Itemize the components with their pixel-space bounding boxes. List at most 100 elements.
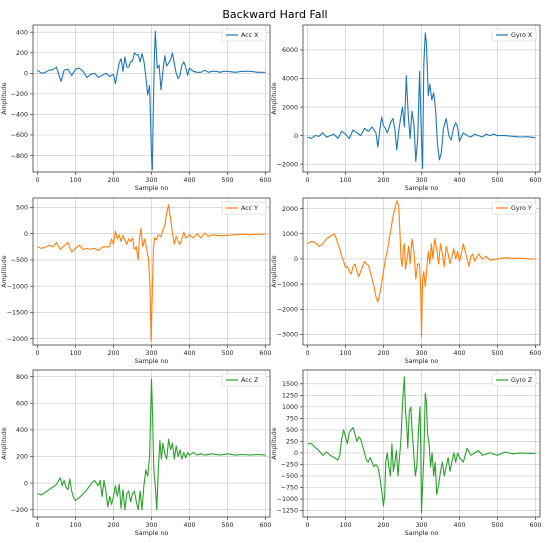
x-tick-label: 100 <box>70 350 82 357</box>
y-tick-label: −200 <box>11 91 28 98</box>
x-tick-label: 400 <box>183 177 195 184</box>
acc-z-panel: 0 100 200 300 400 500 600 800 600 400 200 0 −200 Samp… <box>1 369 271 537</box>
x-tick-label: 0 <box>36 350 40 357</box>
legend-label: Gyro Z <box>511 377 533 384</box>
x-tick-label: 500 <box>221 350 233 357</box>
y-tick-label: −2000 <box>277 306 298 313</box>
plot-frame <box>302 369 541 518</box>
x-tick-label: 400 <box>453 522 465 529</box>
y-tick-label: 200 <box>16 50 28 57</box>
y-tick-label: −1000 <box>277 496 298 503</box>
gyro-z-series-line <box>307 376 536 514</box>
x-axis-label: Sample no <box>405 530 439 537</box>
x-tick-label: 500 <box>491 522 503 529</box>
x-tick-label: 200 <box>108 350 120 357</box>
gyro-y-series-line <box>307 200 536 338</box>
x-tick-label: 400 <box>453 177 465 184</box>
x-tick-label: 100 <box>340 522 352 529</box>
y-tick-label: 800 <box>16 374 28 381</box>
x-tick-label: 400 <box>183 522 195 529</box>
gyro-y-panel: 0 100 200 300 400 500 600 2000 1000 0 −1000 −2000 −3… <box>271 197 541 365</box>
x-tick-label: 200 <box>108 522 120 529</box>
y-tick-label: −750 <box>281 485 298 492</box>
y-axis-label: Amplitude <box>271 255 278 287</box>
x-tick-label: 600 <box>529 350 541 357</box>
x-axis-label: Sample no <box>135 185 169 192</box>
acc-x-panel: 0 100 200 300 400 500 600 400 200 0 −200 −400 −600 −8… <box>1 24 271 192</box>
y-tick-label: 6000 <box>282 47 298 54</box>
x-tick-label: 0 <box>306 177 310 184</box>
y-tick-label: −250 <box>281 462 298 469</box>
legend-box <box>221 201 267 215</box>
y-tick-label: 4000 <box>282 76 298 83</box>
x-tick-label: 300 <box>415 350 427 357</box>
figure-title: Backward Hard Fall <box>222 8 327 21</box>
y-tick-label: 400 <box>16 29 28 36</box>
x-tick-label: 100 <box>70 522 82 529</box>
x-axis-label: Sample no <box>405 185 439 192</box>
y-tick-label: 400 <box>16 427 28 434</box>
y-tick-label: 2000 <box>282 206 298 213</box>
x-axis-label: Sample no <box>405 358 439 365</box>
y-tick-label: −500 <box>281 473 298 480</box>
x-tick-label: 300 <box>415 522 427 529</box>
x-tick-label: 500 <box>491 350 503 357</box>
y-tick-label: 0 <box>294 256 298 263</box>
x-tick-label: 0 <box>306 522 310 529</box>
y-tick-label: −1250 <box>277 508 298 515</box>
y-axis-label: Amplitude <box>271 427 278 459</box>
acc-x-series-line <box>37 30 266 171</box>
y-tick-label: −1000 <box>277 281 298 288</box>
y-tick-label: −1500 <box>7 310 28 317</box>
x-tick-label: 400 <box>453 350 465 357</box>
x-tick-label: 100 <box>70 177 82 184</box>
legend-box <box>221 373 267 387</box>
x-axis-label: Sample no <box>135 358 169 365</box>
x-tick-label: 200 <box>378 522 390 529</box>
acc-z-series-line <box>37 378 266 511</box>
y-tick-label: 0 <box>24 231 28 238</box>
y-tick-label: 0 <box>24 480 28 487</box>
acc-y-series-line <box>37 204 266 342</box>
y-tick-label: 0 <box>294 133 298 140</box>
legend-label: Acc Y <box>241 205 258 212</box>
y-tick-label: 1000 <box>282 404 298 411</box>
y-tick-label: −3000 <box>277 332 298 339</box>
plot-frame <box>302 197 541 346</box>
y-tick-label: −2000 <box>277 161 298 168</box>
x-tick-label: 600 <box>259 350 271 357</box>
y-tick-label: 0 <box>294 450 298 457</box>
x-tick-label: 500 <box>221 522 233 529</box>
y-axis-label: Amplitude <box>1 82 8 114</box>
plot-frame <box>32 24 271 173</box>
x-tick-label: 300 <box>415 177 427 184</box>
gyro-x-series-line <box>307 32 536 169</box>
y-axis-label: Amplitude <box>271 82 278 114</box>
y-axis-label: Amplitude <box>1 255 8 287</box>
acc-y-panel: 0 100 200 300 400 500 600 500 0 −500 −1000 −1500 −20… <box>1 197 271 365</box>
legend-label: Acc Z <box>241 377 259 384</box>
gyro-z-panel: 0 100 200 300 400 500 600 1500 1250 1000 750 500 250… <box>271 369 541 537</box>
x-tick-label: 600 <box>259 177 271 184</box>
x-tick-label: 300 <box>145 177 157 184</box>
x-tick-label: 500 <box>221 177 233 184</box>
legend-label: Gyro X <box>511 32 533 39</box>
plot-frame <box>32 197 271 346</box>
legend-box <box>491 373 537 387</box>
y-tick-label: −2000 <box>7 336 28 343</box>
y-tick-label: 600 <box>16 400 28 407</box>
legend-label: Gyro Y <box>511 205 532 212</box>
legend-box <box>491 28 537 42</box>
x-tick-label: 400 <box>183 350 195 357</box>
y-tick-label: 2000 <box>282 104 298 111</box>
y-tick-label: −1000 <box>7 283 28 290</box>
gyro-x-panel: 0 100 200 300 400 500 600 6000 4000 2000 0 −2000 Sam… <box>271 24 541 192</box>
y-tick-label: −800 <box>11 153 28 160</box>
x-tick-label: 100 <box>340 350 352 357</box>
y-tick-label: 250 <box>286 439 298 446</box>
x-tick-label: 300 <box>145 522 157 529</box>
y-tick-label: 1250 <box>282 393 298 400</box>
x-axis-label: Sample no <box>135 530 169 537</box>
x-tick-label: 200 <box>378 177 390 184</box>
y-axis-label: Amplitude <box>1 427 8 459</box>
